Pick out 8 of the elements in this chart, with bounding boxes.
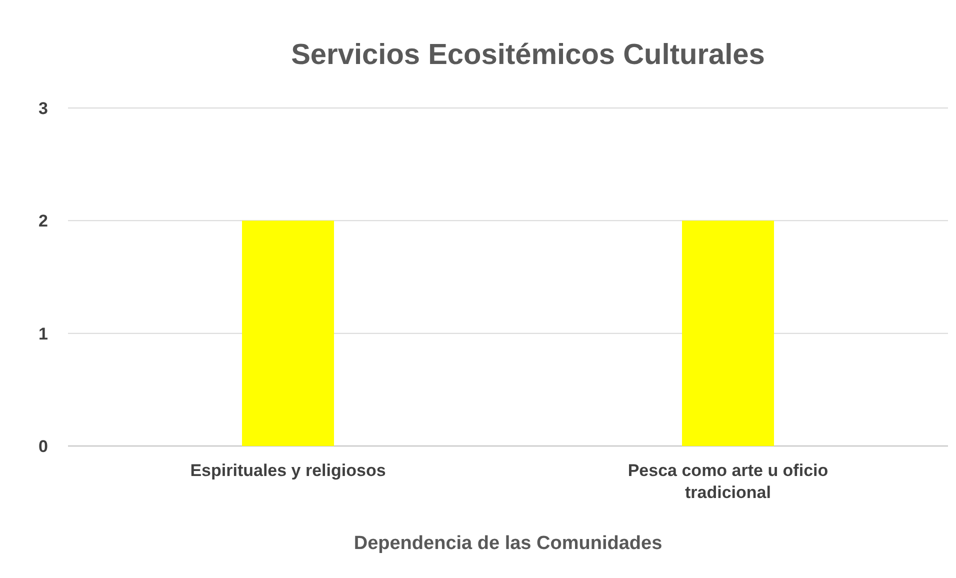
- chart-title: Servicios Ecositémicos Culturales: [291, 39, 765, 71]
- y-tick-label: 0: [38, 436, 48, 456]
- y-tick-label: 1: [38, 324, 48, 344]
- x-axis-title: Dependencia de las Comunidades: [354, 533, 662, 554]
- y-tick-label: 2: [38, 212, 48, 231]
- y-tick-label: 3: [38, 98, 48, 118]
- x-tick-label: Pesca como arte u oficio tradicional: [628, 461, 828, 502]
- x-tick-label: Espirituales y religiosos: [190, 461, 386, 480]
